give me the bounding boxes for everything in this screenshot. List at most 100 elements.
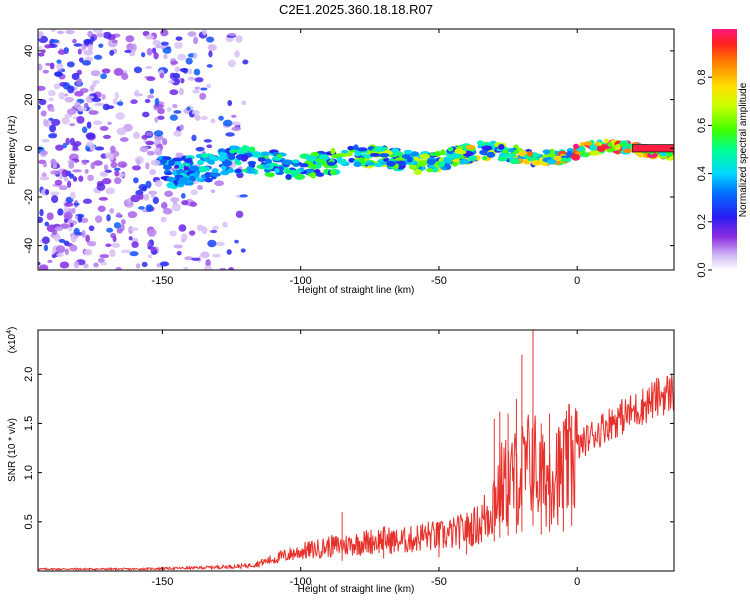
noise-blob (74, 101, 81, 109)
spectrogram-x-ticks: -150 -100 -50 0 (151, 29, 580, 287)
noise-blob (55, 144, 64, 151)
noise-blob (77, 48, 82, 55)
signal-blob (498, 143, 505, 150)
noise-blob (69, 137, 75, 146)
signal-blob (542, 149, 551, 154)
noise-blob (207, 239, 217, 248)
noise-blob (59, 261, 70, 269)
noise-blob (93, 160, 103, 166)
noise-blob (115, 112, 126, 120)
signal-blob (607, 142, 613, 147)
noise-blob (71, 72, 80, 81)
noise-blob (49, 124, 57, 133)
colorbar-tick-label: 0.6 (696, 118, 708, 133)
signal-blob (172, 157, 183, 162)
noise-blob (83, 102, 89, 108)
noise-blob (173, 130, 182, 137)
noise-blob (114, 169, 120, 177)
noise-blob (114, 91, 119, 99)
signal-blob (347, 145, 355, 151)
noise-blob (96, 102, 104, 106)
noise-blob (94, 215, 103, 223)
noise-blob (193, 52, 198, 59)
noise-blob (82, 263, 89, 269)
signal-blob (486, 151, 496, 158)
colorbar-ticks: 0.0 0.2 0.4 0.6 0.8 (696, 70, 712, 278)
signal-blob (189, 175, 197, 182)
noise-blob (179, 124, 184, 131)
noise-blob (146, 76, 156, 81)
signal-blob (326, 161, 336, 166)
noise-blob (38, 46, 43, 51)
noise-blob (73, 202, 80, 206)
signal-blob (665, 151, 672, 157)
noise-blob (142, 111, 150, 118)
noise-blob (109, 249, 116, 257)
signal-blob (559, 157, 569, 162)
noise-blob (90, 70, 101, 77)
noise-blob (73, 261, 80, 269)
noise-blob (109, 145, 116, 153)
signal-blob (378, 153, 390, 158)
noise-blob (48, 97, 54, 102)
noise-blob (116, 127, 127, 136)
signal-blob (619, 140, 629, 145)
noise-blob (89, 85, 95, 92)
noise-blob (144, 34, 155, 40)
signal-blob (623, 143, 633, 148)
signal-blob (222, 160, 233, 167)
noise-blob (141, 186, 147, 192)
noise-blob (113, 68, 124, 76)
signal-blob (481, 145, 493, 151)
noise-blob (178, 224, 187, 232)
x-tick-label: 0 (574, 275, 580, 287)
noise-blob (227, 32, 237, 37)
noise-blob (228, 267, 234, 270)
noise-blob (101, 178, 112, 185)
signal-blob (177, 179, 188, 185)
noise-blob (129, 52, 136, 57)
signal-blob (477, 140, 484, 147)
y-tick-label: -20 (23, 189, 35, 205)
noise-blob (133, 131, 140, 139)
signal-blob (229, 149, 237, 154)
signal-blob (341, 149, 349, 154)
noise-blob (201, 226, 208, 235)
signal-blob (241, 156, 248, 162)
noise-blob (42, 69, 49, 74)
noise-blob (196, 184, 204, 190)
noise-blob (173, 244, 184, 249)
signal-blob (531, 152, 540, 158)
noise-blob (66, 180, 72, 188)
noise-blob (54, 226, 63, 232)
noise-blob (150, 159, 161, 166)
noise-blob (222, 221, 228, 228)
noise-blob (63, 177, 69, 182)
noise-blob (66, 108, 77, 115)
signal-blob (403, 149, 413, 155)
noise-blob (222, 119, 233, 127)
noise-blob (145, 180, 152, 189)
noise-blob (81, 230, 86, 238)
signal-blob (382, 158, 389, 162)
noise-blob (169, 114, 178, 121)
noise-blob (172, 103, 178, 109)
noise-blob (100, 262, 108, 266)
noise-blob (96, 32, 105, 38)
noise-blob (86, 141, 94, 147)
noise-blob (64, 96, 74, 103)
noise-blob (166, 107, 172, 112)
signal-blob (508, 148, 515, 153)
signal-blob (434, 150, 442, 157)
noise-blob (147, 94, 155, 99)
noise-blob (49, 62, 55, 70)
noise-blob (112, 98, 118, 105)
noise-blob (38, 261, 41, 266)
noise-blob (40, 110, 47, 117)
noise-blob (50, 170, 61, 175)
noise-blob (39, 208, 44, 217)
noise-blob (63, 211, 73, 220)
noise-blob (130, 194, 141, 203)
noise-blob (106, 214, 111, 222)
